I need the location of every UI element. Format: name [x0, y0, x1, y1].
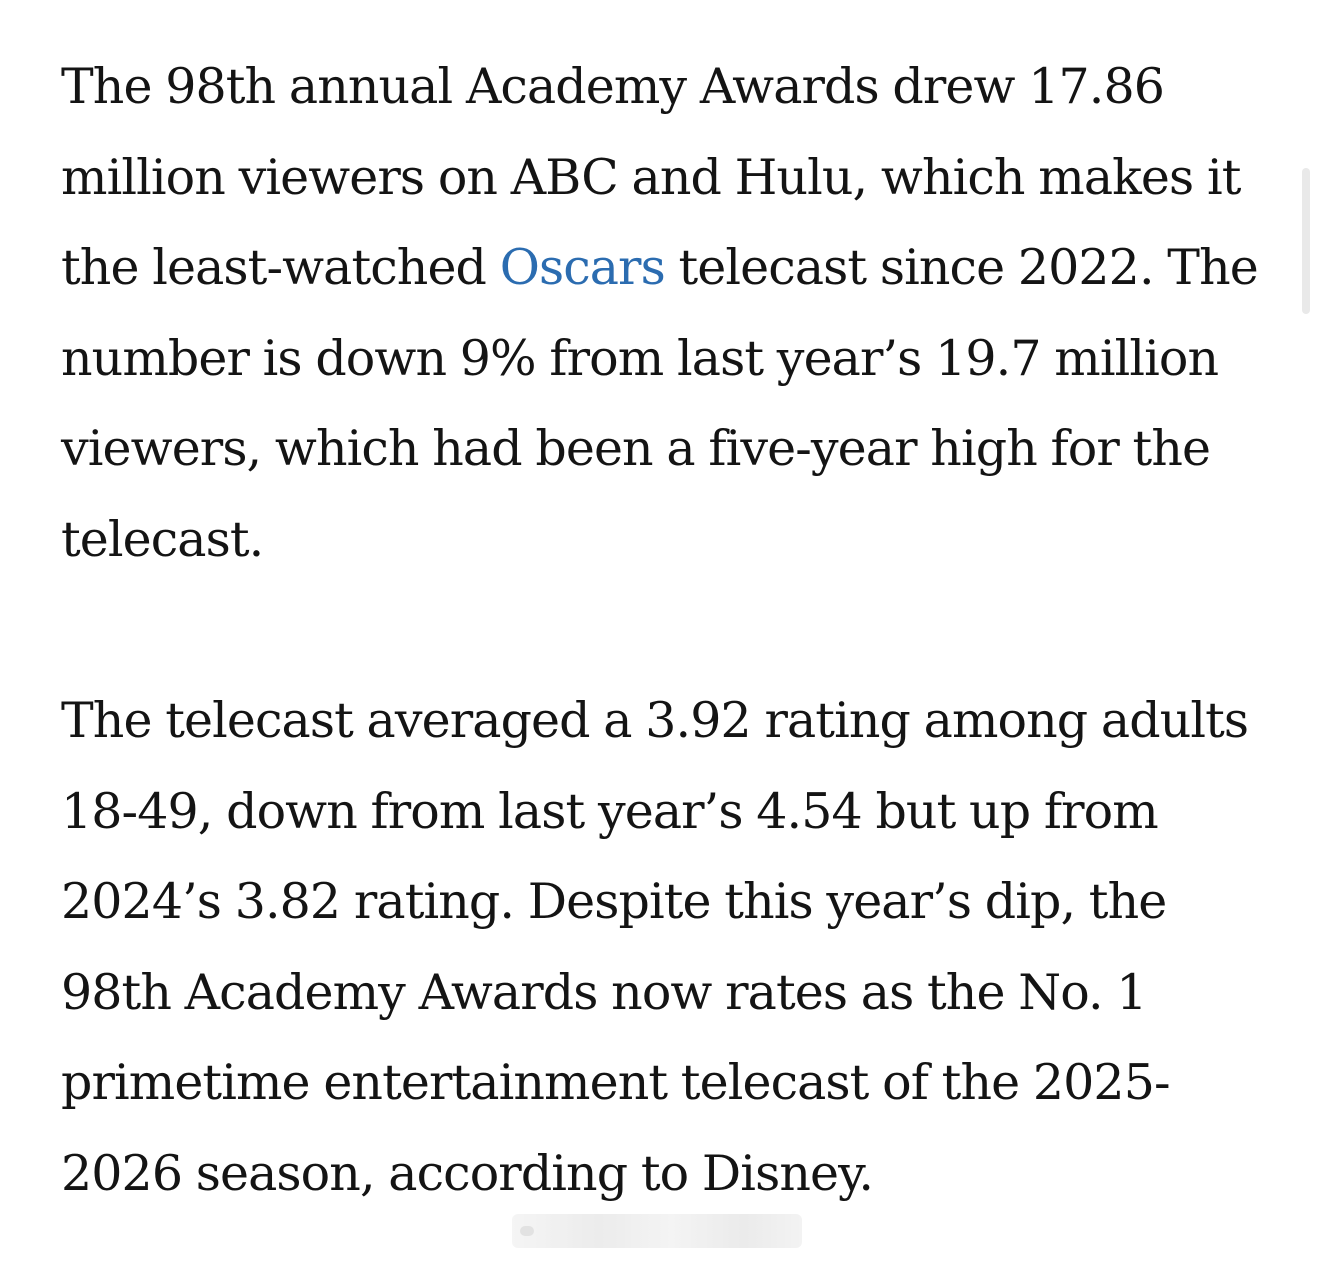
vertical-scrollbar-thumb[interactable] [1302, 168, 1310, 314]
paragraph-1-text-after-link: telecast since 2022. The number is down … [61, 239, 1259, 568]
article-paragraph-1: The 98th annual Academy Awards drew 17.8… [61, 42, 1276, 585]
article-paragraph-2: The telecast averaged a 3.92 rating amon… [61, 692, 1249, 1202]
article-body: The 98th annual Academy Awards drew 17.8… [61, 42, 1276, 1219]
oscars-link[interactable]: Oscars [499, 239, 666, 296]
paragraph-1-text-before-link: The 98th annual Academy Awards drew 17.8… [61, 58, 1241, 296]
watermark-image [512, 1214, 802, 1248]
